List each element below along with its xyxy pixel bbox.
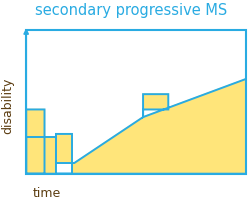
Polygon shape [26,79,246,174]
Text: disability: disability [1,77,14,133]
Text: time: time [33,186,61,199]
Title: secondary progressive MS: secondary progressive MS [36,3,228,18]
